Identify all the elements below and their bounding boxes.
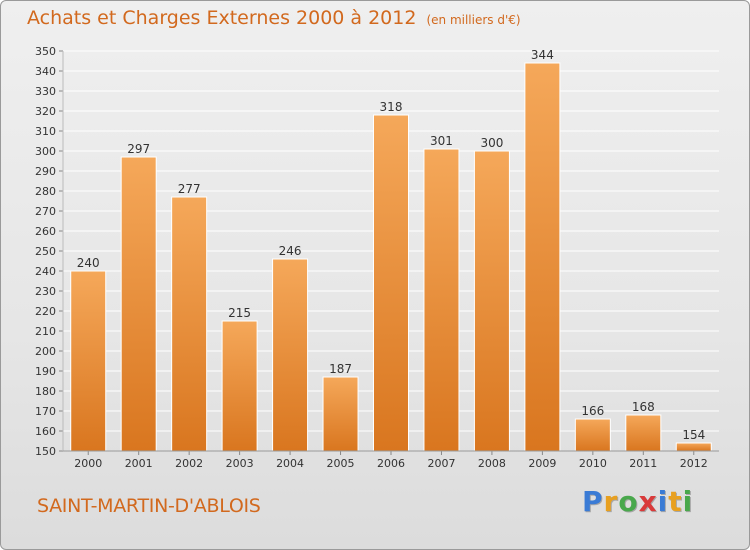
bar-2003 xyxy=(221,320,258,452)
y-tick-label: 280 xyxy=(35,185,56,198)
logo-letter: o xyxy=(618,485,639,518)
x-tick-label: 2011 xyxy=(629,457,657,470)
y-tick-label: 320 xyxy=(35,105,56,118)
data-label: 344 xyxy=(531,48,554,62)
proxiti-logo: Proxiti xyxy=(582,485,693,518)
bar-2009 xyxy=(524,62,561,452)
x-axis-ticks: 2000 2001 2002 2003 2004 2005 2006 2007 2008 2009… xyxy=(63,450,719,470)
x-tick-label: 2008 xyxy=(478,457,506,470)
bar-2002 xyxy=(171,196,208,452)
y-tick-label: 150 xyxy=(35,445,56,458)
chart-title-text: Achats et Charges Externes 2000 à 2012 xyxy=(27,7,417,29)
y-tick-label: 220 xyxy=(35,305,56,318)
y-tick-label: 210 xyxy=(35,325,56,338)
y-tick-label: 310 xyxy=(35,125,56,138)
x-tick-label: 2007 xyxy=(427,457,455,470)
data-label: 187 xyxy=(329,362,352,376)
logo-letter: t xyxy=(668,485,683,518)
x-tick-label: 2003 xyxy=(226,457,254,470)
bar-2011 xyxy=(625,414,662,452)
data-label: 277 xyxy=(178,182,201,196)
bar-2007 xyxy=(423,148,460,452)
y-tick-label: 240 xyxy=(35,265,56,278)
bar-2001 xyxy=(120,156,157,452)
data-label: 300 xyxy=(480,136,503,150)
x-tick-label: 2005 xyxy=(327,457,355,470)
y-tick-label: 340 xyxy=(35,65,56,78)
y-tick-label: 260 xyxy=(35,225,56,238)
data-label: 240 xyxy=(77,256,100,270)
y-tick-label: 170 xyxy=(35,405,56,418)
y-axis-ticks: 150 160 170 180 190 200 210 220 230 240 250 260 270 2… xyxy=(35,45,64,458)
bar-2006 xyxy=(373,114,409,452)
y-tick-label: 180 xyxy=(35,385,56,398)
y-tick-label: 250 xyxy=(35,245,56,258)
bar-2012 xyxy=(675,442,712,452)
bar-2010 xyxy=(574,418,611,452)
bars xyxy=(70,62,712,452)
data-label: 318 xyxy=(380,100,403,114)
bar-2008 xyxy=(473,150,510,452)
data-label: 301 xyxy=(430,134,453,148)
logo-letter: i xyxy=(682,485,694,518)
data-label: 168 xyxy=(632,400,655,414)
x-tick-label: 2012 xyxy=(680,457,708,470)
logo-letter: P xyxy=(582,485,604,518)
x-tick-label: 2001 xyxy=(125,457,153,470)
y-tick-label: 200 xyxy=(35,345,56,358)
data-label: 166 xyxy=(581,404,604,418)
y-tick-label: 330 xyxy=(35,85,56,98)
data-label: 215 xyxy=(228,306,251,320)
data-labels: 240 297 277 215 246 187 318 301 300 344 166 168 154 xyxy=(77,48,705,442)
x-tick-label: 2004 xyxy=(276,457,304,470)
y-tick-label: 190 xyxy=(35,365,56,378)
x-tick-label: 2010 xyxy=(579,457,607,470)
logo-letter: i xyxy=(657,485,669,518)
x-tick-label: 2002 xyxy=(175,457,203,470)
bar-2004 xyxy=(272,258,309,452)
bar-2000 xyxy=(70,270,107,452)
bar-2005 xyxy=(322,376,359,452)
x-tick-label: 2009 xyxy=(528,457,556,470)
y-tick-label: 230 xyxy=(35,285,56,298)
data-label: 154 xyxy=(682,428,705,442)
data-label: 246 xyxy=(279,244,302,258)
x-tick-label: 2006 xyxy=(377,457,405,470)
chart-title: Achats et Charges Externes 2000 à 2012 (e… xyxy=(27,7,521,29)
x-tick-label: 2000 xyxy=(74,457,102,470)
chart-unit: (en milliers d'€) xyxy=(426,13,521,27)
y-tick-label: 290 xyxy=(35,165,56,178)
commune-name: SAINT-MARTIN-D'ABLOIS xyxy=(37,495,261,517)
logo-letter: r xyxy=(603,485,619,518)
y-tick-label: 350 xyxy=(35,45,56,58)
y-tick-label: 300 xyxy=(35,145,56,158)
logo-letter: x xyxy=(638,485,658,518)
y-tick-label: 160 xyxy=(35,425,56,438)
y-tick-label: 270 xyxy=(35,205,56,218)
data-label: 297 xyxy=(127,142,150,156)
